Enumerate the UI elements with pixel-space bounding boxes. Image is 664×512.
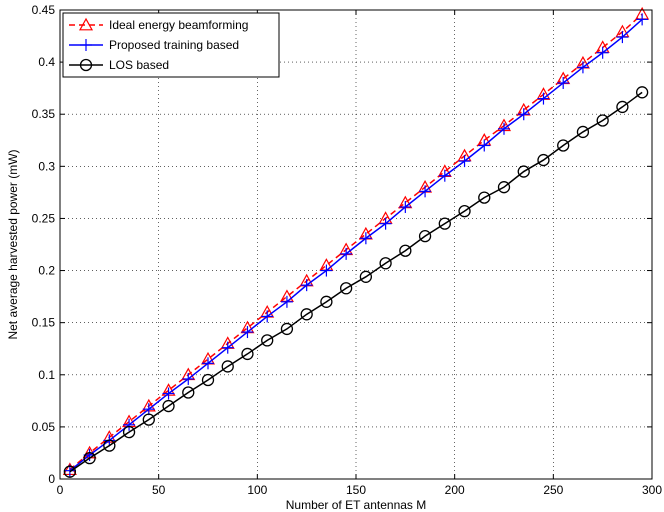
y-tick-label: 0.15 [32, 316, 56, 330]
data-point [517, 165, 530, 178]
data-point [221, 360, 234, 373]
series-line [69, 18, 643, 472]
data-point [339, 282, 353, 295]
x-tick-label: 150 [346, 483, 366, 497]
data-point [280, 322, 294, 336]
y-axis-label: Net average harvested power (mW) [6, 149, 20, 339]
legend-label: Proposed training based [109, 38, 239, 52]
series-line [69, 91, 643, 473]
x-tick-label: 0 [57, 483, 64, 497]
data-point [616, 31, 629, 44]
data-point [162, 387, 175, 400]
x-tick-label: 250 [543, 483, 563, 497]
y-tick-label: 0.2 [38, 264, 55, 278]
y-tick-label: 0.25 [32, 211, 56, 225]
legend-label: Ideal energy beamforming [109, 18, 248, 32]
data-point [340, 247, 353, 260]
data-point [379, 257, 392, 270]
data-point [241, 347, 254, 361]
data-point [497, 181, 511, 194]
data-point [418, 230, 432, 243]
data-point [300, 279, 313, 292]
y-tick-label: 0.4 [38, 55, 55, 69]
data-point [419, 185, 432, 198]
series-1 [63, 13, 649, 477]
data-point [300, 308, 313, 321]
y-tick-label: 0.1 [38, 368, 55, 382]
y-tick-label: 0.35 [32, 107, 56, 121]
data-point [596, 114, 609, 127]
data-point [182, 386, 195, 399]
x-tick-label: 300 [642, 483, 662, 497]
y-tick-label: 0.45 [32, 3, 56, 17]
data-point [182, 372, 195, 385]
data-point [458, 204, 471, 218]
data-point [103, 439, 116, 452]
data-point [261, 334, 274, 347]
data-point [636, 13, 649, 26]
x-axis-label: Number of ET antennas M [286, 498, 427, 512]
data-point [241, 326, 254, 339]
data-point [280, 295, 293, 308]
legend-marker [80, 39, 92, 51]
legend: Ideal energy beamforming Proposed trainin… [62, 12, 280, 78]
data-point [320, 264, 333, 277]
data-point [478, 191, 491, 204]
data-point [438, 217, 451, 230]
x-tick-label: 50 [152, 483, 166, 497]
data-point [261, 310, 274, 323]
data-point [202, 357, 214, 370]
data-point [122, 425, 136, 439]
series-group [62, 6, 650, 478]
data-point [557, 139, 570, 152]
data-point [498, 122, 510, 135]
data-point [635, 86, 649, 99]
data-point [576, 125, 590, 139]
data-point [142, 403, 155, 416]
data-point [83, 452, 96, 465]
data-point [596, 46, 609, 59]
data-point [399, 200, 412, 213]
grid-lines [60, 10, 652, 479]
legend-label: LOS based [109, 58, 169, 72]
data-point [123, 418, 136, 431]
y-tick-label: 0.3 [38, 159, 55, 173]
data-point [63, 465, 77, 478]
axis-ticks: 0 50 100 150 200 250 300 0 0.05 0.1 0.15 0.2 0.25 0.3… [32, 3, 663, 497]
data-point [399, 244, 412, 257]
data-point [359, 270, 373, 283]
data-point [201, 373, 215, 387]
data-point [162, 399, 175, 413]
data-point [359, 232, 372, 245]
legend-marker [78, 17, 94, 31]
data-point [537, 153, 550, 167]
data-point [557, 76, 570, 89]
data-point [379, 217, 392, 230]
data-point [478, 139, 491, 152]
data-point [221, 341, 234, 354]
data-point [142, 413, 155, 426]
data-point [537, 92, 550, 105]
data-point [458, 155, 471, 168]
data-point [517, 108, 530, 121]
x-tick-label: 100 [247, 483, 267, 497]
y-tick-label: 0 [48, 472, 55, 486]
data-point [576, 61, 589, 74]
legend-marker [79, 58, 93, 72]
series-2 [63, 86, 649, 478]
data-point [616, 100, 629, 114]
y-tick-label: 0.05 [32, 420, 56, 434]
x-tick-label: 200 [445, 483, 465, 497]
data-point [320, 295, 333, 308]
data-point [438, 169, 451, 182]
